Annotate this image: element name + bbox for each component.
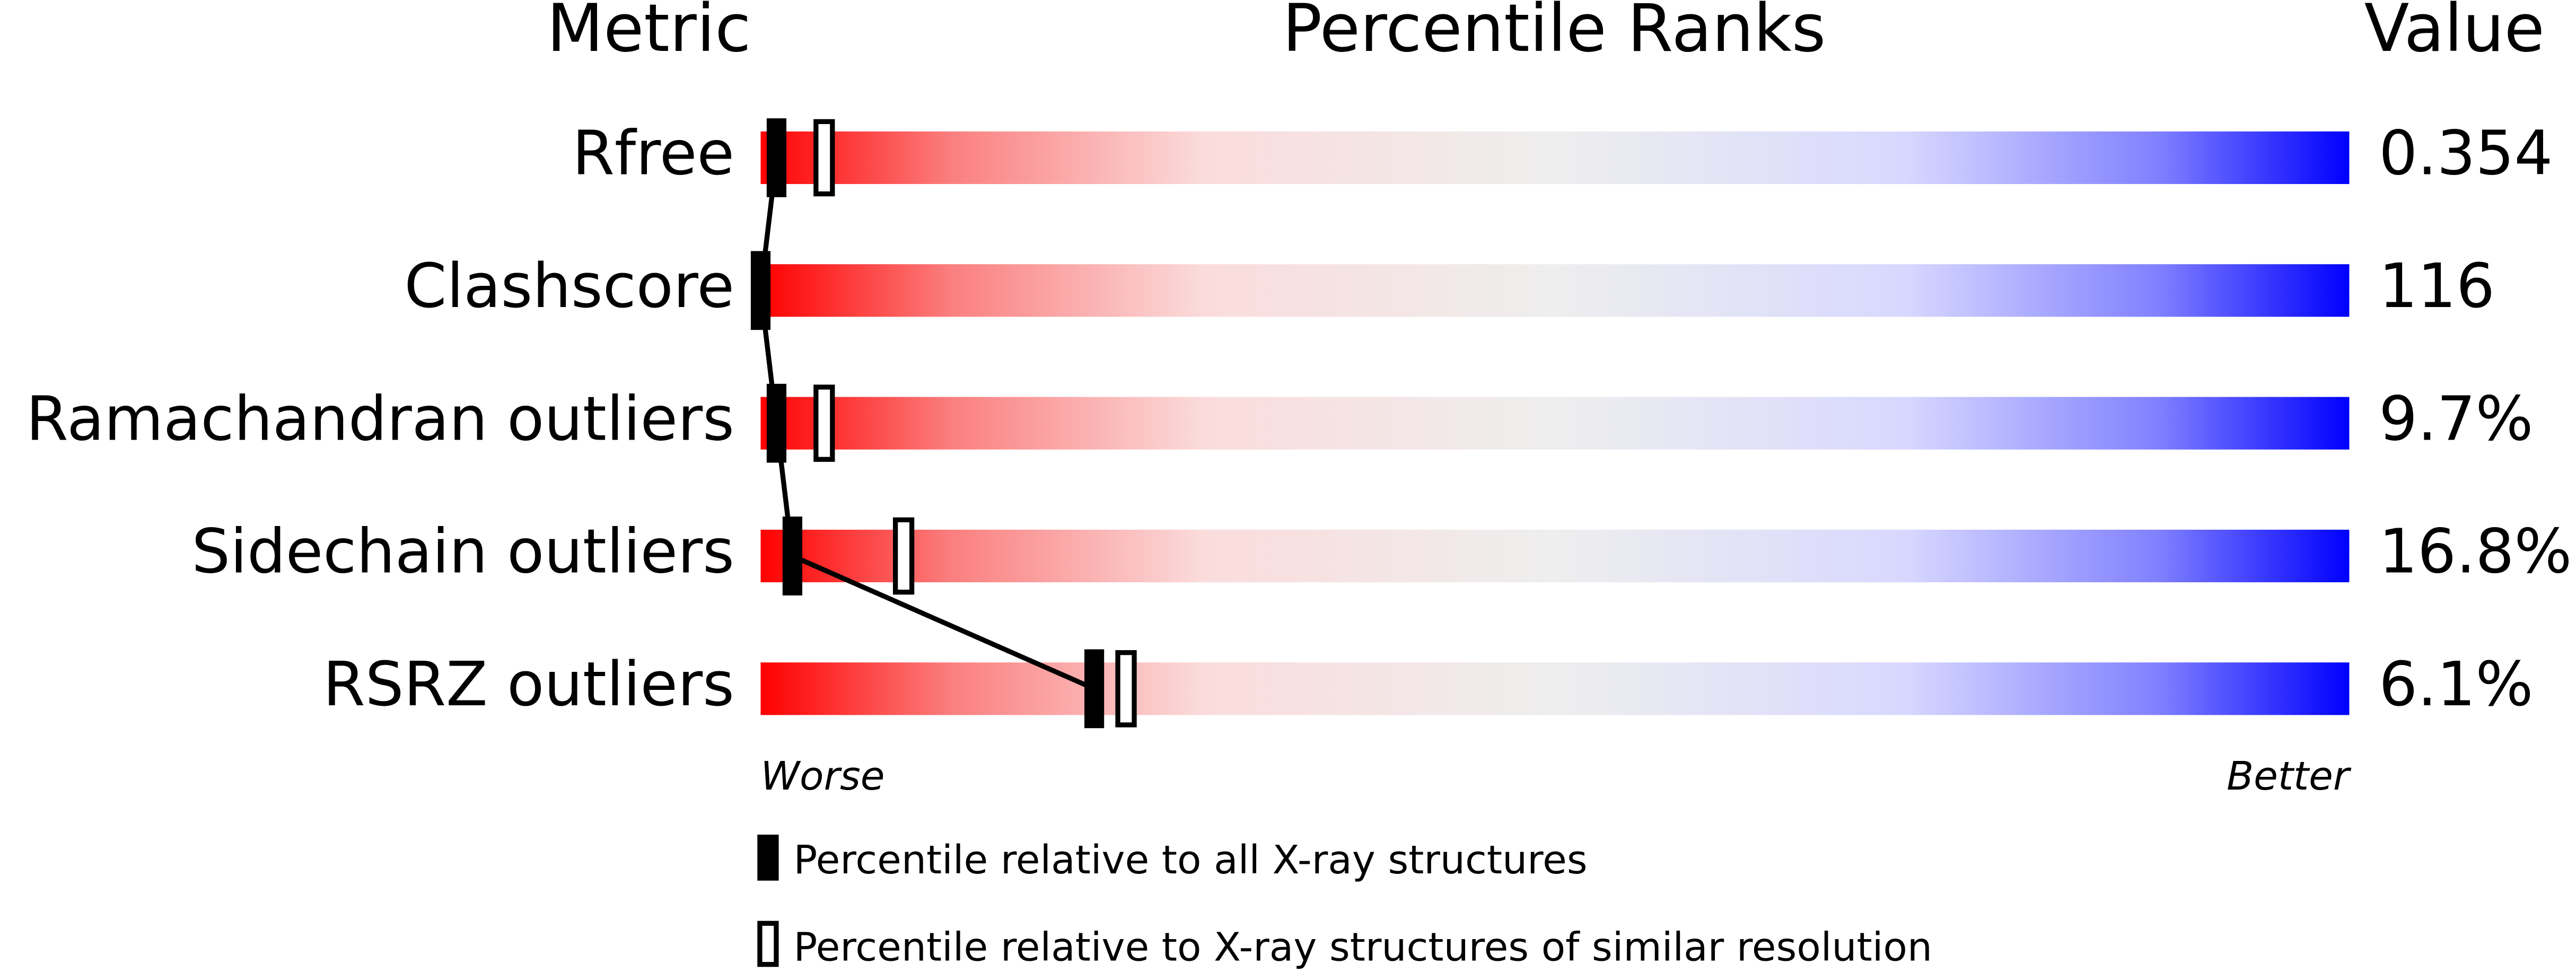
legend-label: Percentile relative to X-ray structures … <box>793 924 1932 970</box>
header-value: Value <box>2364 0 2545 67</box>
header-metric: Metric <box>547 0 751 67</box>
legend-label: Percentile relative to all X-ray structu… <box>793 837 1587 883</box>
metric-label: RSRZ outliers <box>323 650 734 720</box>
percentile-bar <box>760 397 2350 450</box>
worse-label: Worse <box>760 753 884 799</box>
all-structures-marker <box>782 516 802 596</box>
metric-value: 0.354 <box>2379 119 2553 189</box>
percentile-bar <box>760 662 2350 715</box>
similar-resolution-marker <box>813 384 835 462</box>
percentile-bar <box>760 529 2350 583</box>
better-label: Better <box>2227 753 2352 799</box>
metric-value: 9.7% <box>2379 384 2533 454</box>
metric-value: 116 <box>2379 251 2495 322</box>
all-structures-marker <box>766 118 787 197</box>
similar-resolution-marker <box>813 119 835 197</box>
legend-open-marker <box>757 921 779 967</box>
percentile-bar <box>760 131 2350 185</box>
metric-label: Clashscore <box>404 251 734 322</box>
similar-resolution-marker <box>892 517 915 595</box>
all-structures-marker <box>750 251 771 330</box>
metric-label: Rfree <box>572 119 734 189</box>
metric-value: 6.1% <box>2379 650 2533 720</box>
metric-label: Sidechain outliers <box>191 517 734 588</box>
metric-label: Ramachandran outliers <box>26 384 734 454</box>
all-structures-marker <box>766 383 787 463</box>
legend-filled-marker <box>757 834 779 881</box>
header-percentile: Percentile Ranks <box>1282 0 1826 67</box>
metric-value: 16.8% <box>2379 517 2572 588</box>
similar-resolution-marker <box>1115 650 1137 728</box>
all-structures-marker <box>1084 649 1105 729</box>
percentile-bar <box>760 264 2350 317</box>
